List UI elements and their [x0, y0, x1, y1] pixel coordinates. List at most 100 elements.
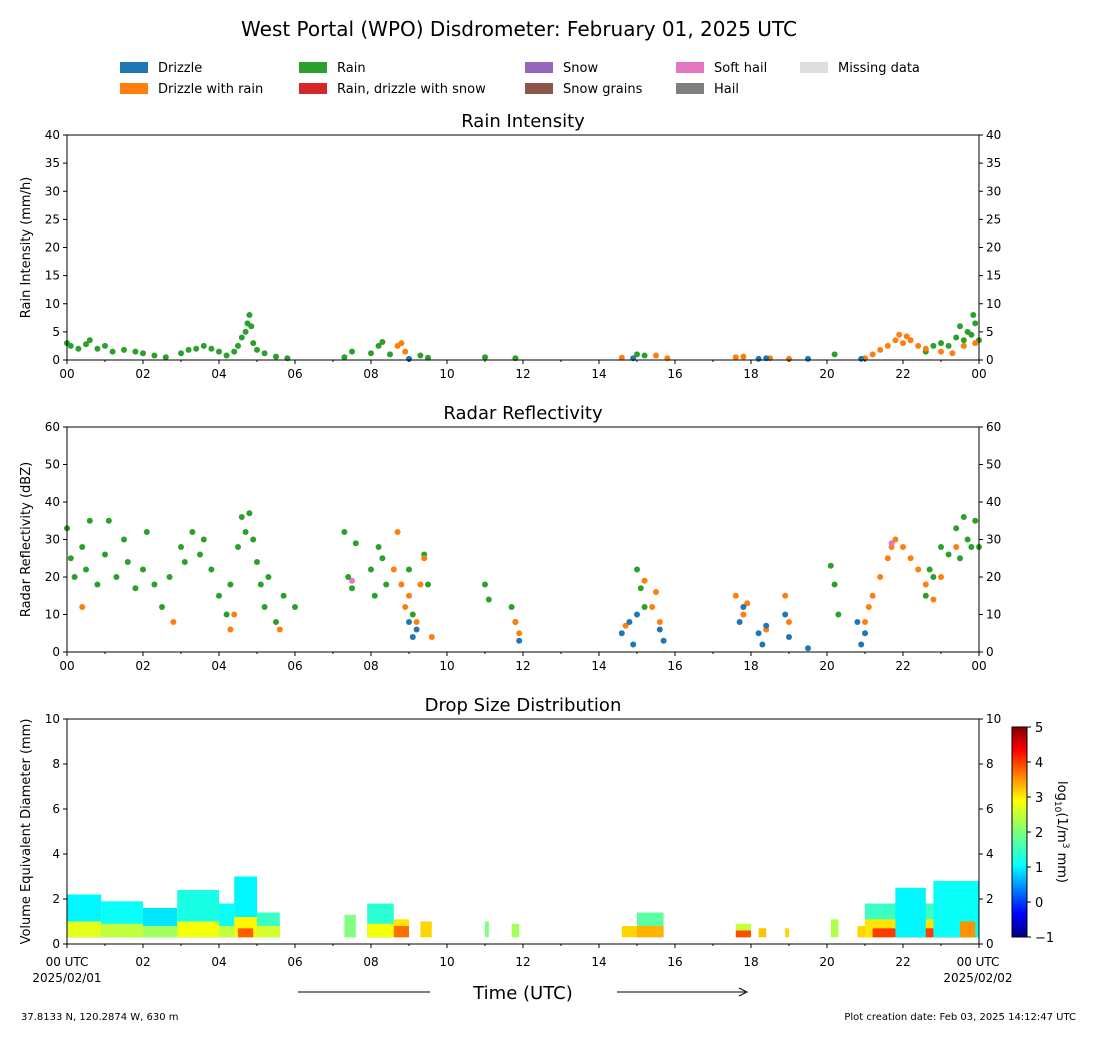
figure-title: West Portal (WPO) Disdrometer: February …	[241, 17, 797, 41]
dsd-cell	[143, 926, 178, 938]
y-tick-label: 25	[986, 212, 1001, 226]
x-tick-label: 16	[667, 955, 682, 969]
data-point	[208, 345, 215, 352]
data-point	[79, 544, 86, 550]
data-point	[634, 351, 640, 358]
y-axis-label: Volume Equivalent Diameter (mm)	[19, 719, 34, 945]
y-tick-label: 10	[45, 712, 60, 726]
chart-panel-2: Radar Reflectivity Radar Reflectivity (dB…	[19, 403, 1001, 673]
y-tick-label: 35	[986, 156, 1001, 170]
colorbar-gradient	[1011, 726, 1028, 938]
arrow-head-icon	[738, 987, 749, 997]
legend-swatch	[299, 62, 327, 73]
y-tick-label: 15	[45, 269, 60, 283]
data-point	[622, 622, 629, 629]
y-tick-label: 20	[45, 570, 60, 584]
data-point	[516, 637, 523, 644]
y-tick-label: 60	[45, 420, 60, 434]
data-point	[235, 342, 241, 349]
data-point	[185, 346, 192, 353]
data-point	[79, 604, 86, 610]
legend-label: Drizzle with rain	[158, 82, 263, 97]
data-point	[858, 355, 865, 362]
data-point	[140, 350, 146, 357]
data-point	[394, 529, 401, 535]
data-point	[67, 342, 74, 349]
data-point	[968, 331, 975, 338]
y-tick-label: 10	[986, 297, 1001, 311]
y-tick-label: 0	[52, 353, 60, 367]
data-point	[634, 566, 640, 573]
y-tick-label: 30	[45, 184, 60, 198]
data-point	[805, 645, 811, 652]
location-text: 37.8133 N, 120.2874 W, 630 m	[21, 1012, 179, 1023]
data-point	[189, 529, 196, 535]
data-point	[656, 619, 663, 625]
colorbar-tick-label: 3	[1035, 791, 1043, 806]
x-tick-label: 22	[895, 955, 910, 969]
data-point	[223, 352, 230, 359]
y-tick-label: 30	[45, 533, 60, 547]
data-point	[349, 585, 355, 592]
data-point	[656, 626, 663, 633]
data-point	[736, 619, 743, 625]
data-point	[238, 334, 245, 341]
data-point	[938, 574, 944, 580]
colorbar: 5 4 3 2 1 0 −1 log10(1/m3 mm)	[1011, 721, 1070, 946]
y-tick-label: 30	[986, 533, 1001, 547]
y-tick-label: 50	[45, 458, 60, 472]
data-point	[216, 348, 222, 355]
data-point	[166, 574, 173, 580]
data-point	[641, 604, 648, 610]
dsd-cell	[960, 921, 976, 938]
data-point	[227, 581, 234, 588]
y-tick-label: 35	[45, 156, 60, 170]
dsd-cell	[344, 914, 356, 938]
x-tick-label: 06	[287, 955, 302, 969]
data-point	[341, 529, 348, 535]
data-point	[246, 312, 253, 318]
data-point	[618, 354, 625, 361]
colorbar-tick-label: 0	[1035, 896, 1043, 911]
legend-label: Drizzle	[158, 61, 202, 76]
data-point	[162, 354, 169, 361]
legend-item: Drizzle with rain	[120, 82, 263, 97]
data-point	[387, 351, 393, 358]
x-tick-label: 14	[591, 367, 606, 381]
colorbar-ticks: 5 4 3 2 1 0 −1	[1027, 721, 1054, 946]
data-point	[345, 574, 352, 580]
data-point	[953, 334, 960, 341]
data-point	[805, 355, 811, 362]
data-point	[143, 529, 150, 535]
data-point	[831, 581, 838, 588]
data-point	[922, 345, 929, 352]
data-point	[273, 619, 279, 625]
y-tick-label: 5	[52, 325, 60, 339]
data-point	[413, 619, 420, 625]
y-axis-label: Rain Intensity (mm/h)	[19, 177, 34, 319]
x-tick-label: 14	[591, 659, 606, 673]
data-point	[755, 355, 762, 362]
data-point	[368, 350, 374, 357]
data-point	[930, 342, 937, 349]
data-point	[740, 353, 747, 360]
data-point	[972, 340, 979, 347]
data-point	[94, 345, 101, 352]
y-tick-label: 4	[52, 847, 60, 861]
x-tick-label: 00	[59, 367, 74, 381]
colorbar-tick-label: 4	[1035, 756, 1043, 771]
y-axis-label: Radar Reflectivity (dBZ)	[19, 462, 34, 617]
data-point	[413, 626, 420, 633]
legend-swatch	[676, 83, 704, 94]
data-point	[398, 340, 405, 347]
data-point	[782, 611, 789, 618]
dsd-cell	[67, 921, 102, 938]
y-tick-label: 40	[45, 128, 60, 142]
data-point	[953, 525, 960, 532]
y-tick-label: 10	[986, 712, 1001, 726]
data-point	[231, 348, 238, 355]
data-point	[151, 581, 158, 588]
y-tick-label: 20	[45, 241, 60, 255]
